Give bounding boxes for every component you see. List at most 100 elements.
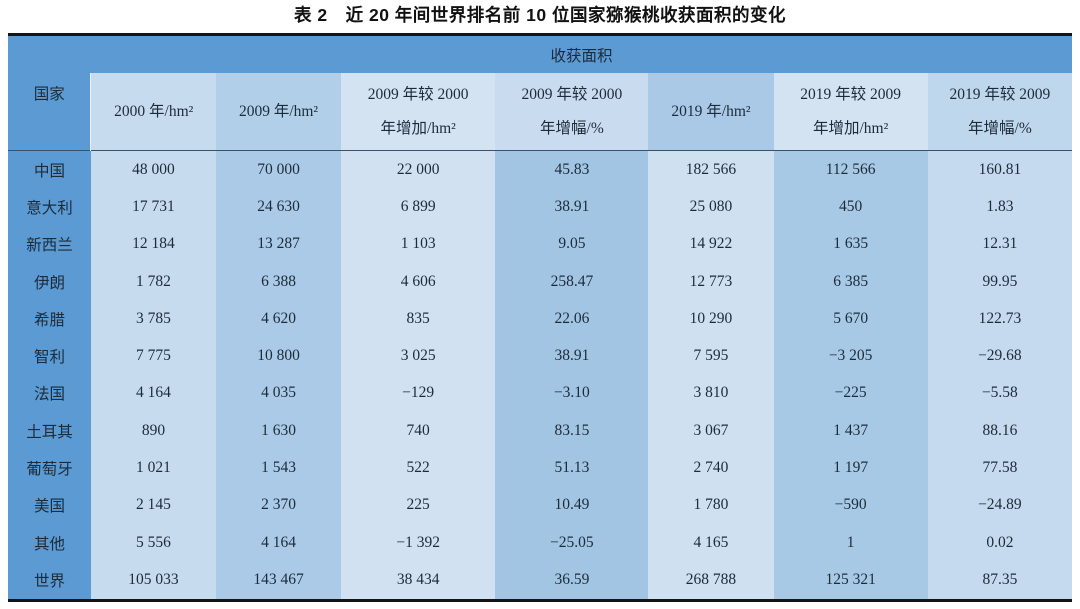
value-cell: 25 080: [648, 188, 774, 226]
value-cell: 51.13: [495, 449, 649, 487]
country-cell: 新西兰: [8, 225, 91, 263]
value-cell: 0.02: [927, 523, 1072, 562]
column-header: 2000 年/hm²: [90, 73, 216, 151]
value-cell: −3 205: [773, 337, 928, 375]
country-cell: 土耳其: [8, 412, 91, 450]
column-header: 2019 年较 2009 年增加/hm²: [773, 73, 928, 151]
value-cell: 3 810: [648, 374, 774, 413]
country-cell: 伊朗: [8, 262, 91, 301]
value-cell: 3 785: [90, 300, 216, 338]
value-cell: 3 025: [341, 337, 496, 375]
value-cell: 6 899: [341, 188, 496, 226]
value-cell: 38.91: [495, 337, 649, 375]
value-cell: −225: [773, 374, 928, 413]
group-header-harvest-area: 收获面积: [90, 34, 1072, 73]
value-cell: 2 145: [90, 486, 216, 524]
value-cell: 1 197: [773, 449, 928, 487]
value-cell: 77.58: [927, 449, 1072, 487]
table-header: 国家 收获面积 2000 年/hm² 2009 年/hm² 2009 年较 2000…: [8, 34, 1072, 151]
value-cell: 2 740: [648, 449, 774, 487]
table-body: 中国 48 000 70 000 22 000 45.83 182 566 112 566 1…: [8, 150, 1072, 601]
value-cell: 1 780: [648, 486, 774, 524]
value-cell: 88.16: [927, 412, 1072, 450]
value-cell: 10 800: [216, 337, 342, 375]
value-cell: 182 566: [648, 150, 774, 189]
value-cell: 1 782: [90, 262, 216, 301]
kiwifruit-harvest-area-table: 国家 收获面积 2000 年/hm² 2009 年/hm² 2009 年较 2000…: [8, 33, 1072, 602]
country-cell: 希腊: [8, 300, 91, 338]
value-cell: 7 775: [90, 337, 216, 375]
value-cell: 105 033: [90, 561, 216, 601]
value-cell: 122.73: [927, 300, 1072, 338]
value-cell: 70 000: [216, 150, 342, 189]
value-cell: 48 000: [90, 150, 216, 189]
table-row: 希腊 3 785 4 620 835 22.06 10 290 5 670 122.73: [8, 300, 1072, 338]
value-cell: 7 595: [648, 337, 774, 375]
value-cell: 99.95: [927, 262, 1072, 301]
table-caption: 表 2 近 20 年间世界排名前 10 位国家猕猴桃收获面积的变化: [294, 5, 786, 25]
table-row: 葡萄牙 1 021 1 543 522 51.13 2 740 1 197 77.58: [8, 449, 1072, 487]
value-cell: 1 543: [216, 449, 342, 487]
value-cell: 740: [341, 412, 496, 450]
value-cell: 24 630: [216, 188, 342, 226]
country-cell: 葡萄牙: [8, 449, 91, 487]
value-cell: 4 165: [648, 523, 774, 562]
table-row: 新西兰 12 184 13 287 1 103 9.05 14 922 1 635 12.31: [8, 225, 1072, 263]
value-cell: 22 000: [341, 150, 496, 189]
column-header: 2009 年/hm²: [216, 73, 342, 151]
value-cell: 3 067: [648, 412, 774, 450]
value-cell: 1 103: [341, 225, 496, 263]
value-cell: 522: [341, 449, 496, 487]
country-cell: 美国: [8, 486, 91, 524]
value-cell: −590: [773, 486, 928, 524]
table-row: 中国 48 000 70 000 22 000 45.83 182 566 112 566 1…: [8, 150, 1072, 189]
value-cell: 83.15: [495, 412, 649, 450]
value-cell: 14 922: [648, 225, 774, 263]
table-row: 土耳其 890 1 630 740 83.15 3 067 1 437 88.16: [8, 412, 1072, 450]
value-cell: 143 467: [216, 561, 342, 601]
value-cell: 4 620: [216, 300, 342, 338]
value-cell: −1 392: [341, 523, 496, 562]
value-cell: 38 434: [341, 561, 496, 601]
value-cell: 1 021: [90, 449, 216, 487]
value-cell: 10 290: [648, 300, 774, 338]
value-cell: 4 164: [90, 374, 216, 413]
table-row: 法国 4 164 4 035 −129 −3.10 3 810 −225 −5.58: [8, 374, 1072, 413]
value-cell: −25.05: [495, 523, 649, 562]
value-cell: 1 635: [773, 225, 928, 263]
value-cell: 45.83: [495, 150, 649, 189]
country-cell: 中国: [8, 150, 91, 189]
value-cell: −5.58: [927, 374, 1072, 413]
group-header-row: 国家 收获面积: [8, 34, 1072, 151]
value-cell: 1 437: [773, 412, 928, 450]
value-cell: 38.91: [495, 188, 649, 226]
value-cell: 6 388: [216, 262, 342, 301]
country-cell: 意大利: [8, 188, 91, 226]
table-row: 其他 5 556 4 164 −1 392 −25.05 4 165 1 0.02: [8, 523, 1072, 562]
country-cell: 其他: [8, 523, 91, 562]
value-cell: 12.31: [927, 225, 1072, 263]
value-cell: 4 164: [216, 523, 342, 562]
country-cell: 法国: [8, 374, 91, 413]
column-header: 2019 年/hm²: [648, 73, 774, 151]
value-cell: 450: [773, 188, 928, 226]
value-cell: 5 556: [90, 523, 216, 562]
value-cell: −129: [341, 374, 496, 413]
value-cell: 12 184: [90, 225, 216, 263]
country-cell: 世界: [8, 561, 91, 601]
table-row: 智利 7 775 10 800 3 025 38.91 7 595 −3 205 −29.68: [8, 337, 1072, 375]
value-cell: −24.89: [927, 486, 1072, 524]
value-cell: 1: [773, 523, 928, 562]
table-row: 伊朗 1 782 6 388 4 606 258.47 12 773 6 385 99.95: [8, 262, 1072, 301]
value-cell: 2 370: [216, 486, 342, 524]
value-cell: 225: [341, 486, 496, 524]
value-cell: 4 035: [216, 374, 342, 413]
country-column-header: 国家: [8, 34, 91, 151]
value-cell: 112 566: [773, 150, 928, 189]
column-header: 2009 年较 2000 年增加/hm²: [341, 73, 496, 151]
value-cell: 13 287: [216, 225, 342, 263]
subheader-row: 2000 年/hm² 2009 年/hm² 2009 年较 2000 年增加/hm²…: [8, 73, 1072, 151]
table-row: 美国 2 145 2 370 225 10.49 1 780 −590 −24.89: [8, 486, 1072, 524]
value-cell: −29.68: [927, 337, 1072, 375]
value-cell: 9.05: [495, 225, 649, 263]
